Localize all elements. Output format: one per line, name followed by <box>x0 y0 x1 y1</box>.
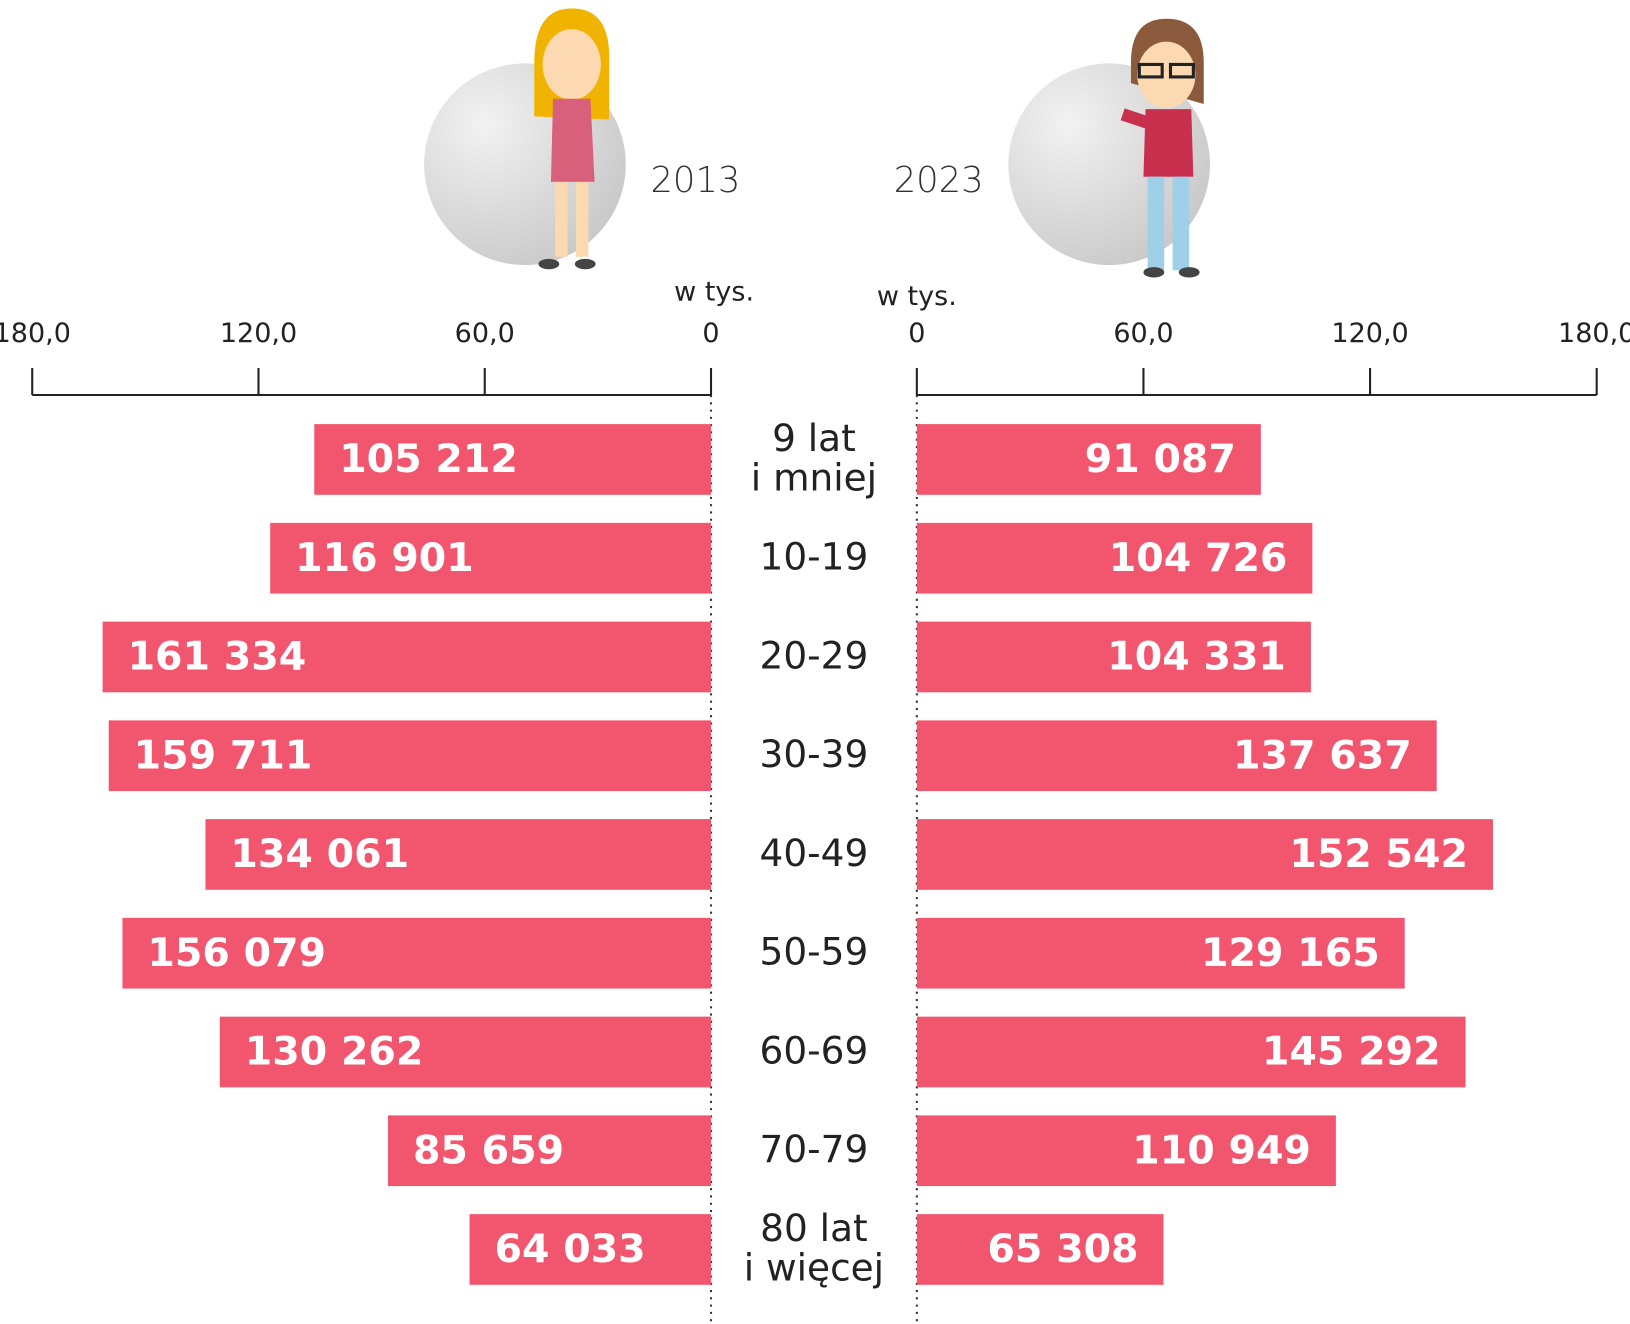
chart: 2013 2023 w tys. w tys. 0 60,0 120,0 180,0 0… <box>0 0 1630 1324</box>
category-label: 60-69 <box>715 1032 913 1072</box>
category-label: 9 lat i mniej <box>715 420 913 499</box>
value-label: 156 079 <box>147 930 326 976</box>
value-label: 159 711 <box>134 732 313 778</box>
value-label: 110 949 <box>1132 1127 1311 1173</box>
value-label: 65 308 <box>987 1226 1138 1272</box>
series-label: 2023 <box>894 160 984 201</box>
category-label: 50-59 <box>715 933 913 973</box>
value-label: 91 087 <box>1085 436 1236 482</box>
unit-label: w tys. <box>877 281 957 312</box>
x-tick-label: 180,0 <box>1558 318 1630 349</box>
value-label: 145 292 <box>1262 1029 1441 1075</box>
value-label: 104 726 <box>1109 535 1288 581</box>
x-tick-label: 60,0 <box>455 318 515 349</box>
unit-label: w tys. <box>674 277 754 308</box>
category-label: 30-39 <box>715 736 913 776</box>
value-label: 134 061 <box>230 831 409 877</box>
illustration-right <box>1008 19 1210 278</box>
value-label: 161 334 <box>128 634 307 680</box>
category-label: 80 lat i więcej <box>715 1210 913 1289</box>
x-tick-label: 0 <box>702 318 719 349</box>
x-tick-label: 0 <box>908 318 925 349</box>
category-label: 10-19 <box>715 538 913 578</box>
value-label: 129 165 <box>1201 930 1380 976</box>
category-label: 20-29 <box>715 637 913 677</box>
x-tick-label: 180,0 <box>0 318 71 349</box>
series-label: 2013 <box>650 160 740 201</box>
value-label: 85 659 <box>413 1127 564 1173</box>
x-tick-label: 60,0 <box>1113 318 1173 349</box>
value-label: 116 901 <box>295 535 474 581</box>
value-label: 105 212 <box>339 436 518 482</box>
category-label: 70-79 <box>715 1131 913 1171</box>
x-tick-label: 120,0 <box>220 318 297 349</box>
value-label: 104 331 <box>1107 634 1286 680</box>
value-label: 137 637 <box>1233 732 1412 778</box>
value-label: 130 262 <box>245 1029 424 1075</box>
value-label: 152 542 <box>1289 831 1468 877</box>
illustration-left <box>424 8 626 269</box>
value-label: 64 033 <box>494 1226 645 1272</box>
category-label: 40-49 <box>715 835 913 875</box>
x-tick-label: 120,0 <box>1331 318 1408 349</box>
